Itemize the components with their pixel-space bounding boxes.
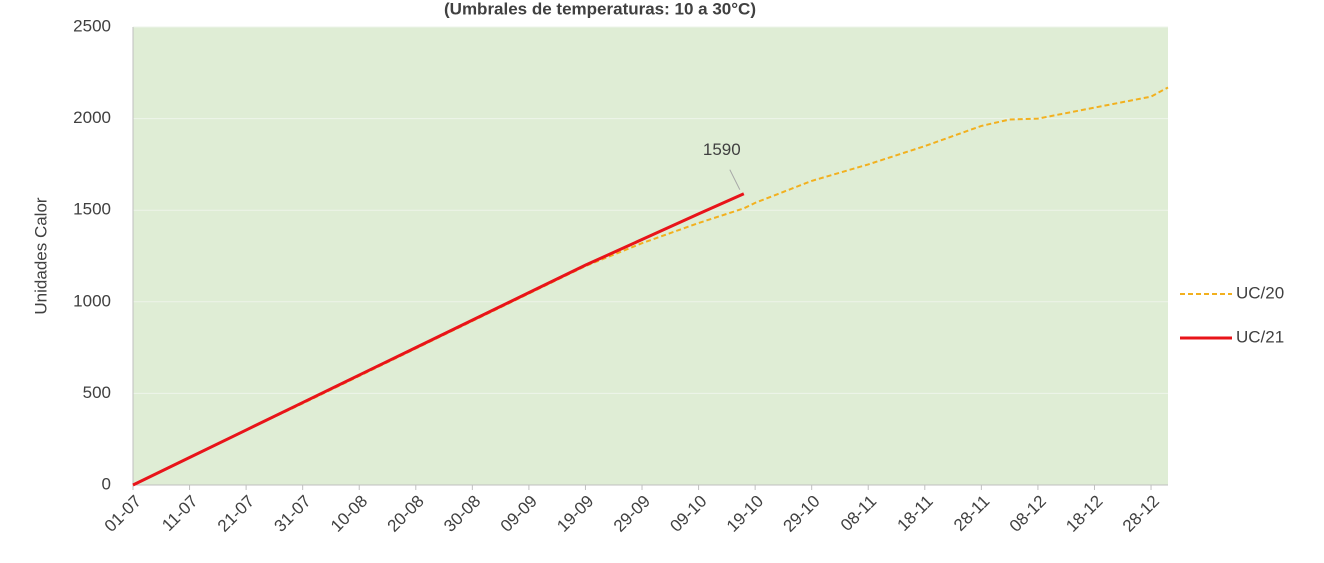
- chart-title: (Umbrales de temperaturas: 10 a 30°C): [444, 0, 756, 18]
- series-line: [132, 192, 745, 487]
- y-tick-label: 2500: [73, 16, 111, 35]
- y-tick-label: 1000: [73, 291, 111, 310]
- x-tick-label: 10-08: [327, 492, 371, 536]
- legend-label: UC/20: [1236, 283, 1284, 302]
- x-tick-label: 20-08: [384, 492, 428, 536]
- y-tick-label: 2000: [73, 108, 111, 127]
- x-tick-label: 29-09: [610, 492, 654, 536]
- y-axis-label: Unidades Calor: [31, 197, 50, 315]
- x-tick-label: 08-11: [837, 492, 880, 535]
- x-tick-label: 31-07: [270, 492, 314, 536]
- data-label: 1590: [703, 140, 741, 159]
- y-tick-label: 500: [83, 383, 111, 402]
- x-tick-label: 21-07: [214, 492, 258, 536]
- x-tick-label: 28-11: [950, 492, 993, 535]
- x-tick-label: 11-07: [158, 492, 201, 535]
- y-tick-label: 0: [102, 474, 111, 493]
- legend-label: UC/21: [1236, 327, 1284, 346]
- x-tick-label: 18-11: [894, 492, 937, 535]
- x-tick-label: 09-10: [666, 492, 710, 536]
- x-tick-label: 19-09: [553, 492, 597, 536]
- x-tick-label: 08-12: [1006, 492, 1050, 536]
- plot-area: [133, 27, 1168, 485]
- x-tick-label: 30-08: [440, 492, 484, 536]
- x-tick-label: 09-09: [497, 492, 541, 536]
- x-tick-label: 18-12: [1062, 492, 1106, 536]
- x-tick-label: 01-07: [101, 492, 145, 536]
- label-leader: [729, 169, 741, 190]
- x-tick-label: 29-10: [780, 492, 824, 536]
- y-tick-label: 1500: [73, 200, 111, 219]
- x-tick-label: 28-12: [1119, 492, 1163, 536]
- x-tick-label: 19-10: [723, 492, 767, 536]
